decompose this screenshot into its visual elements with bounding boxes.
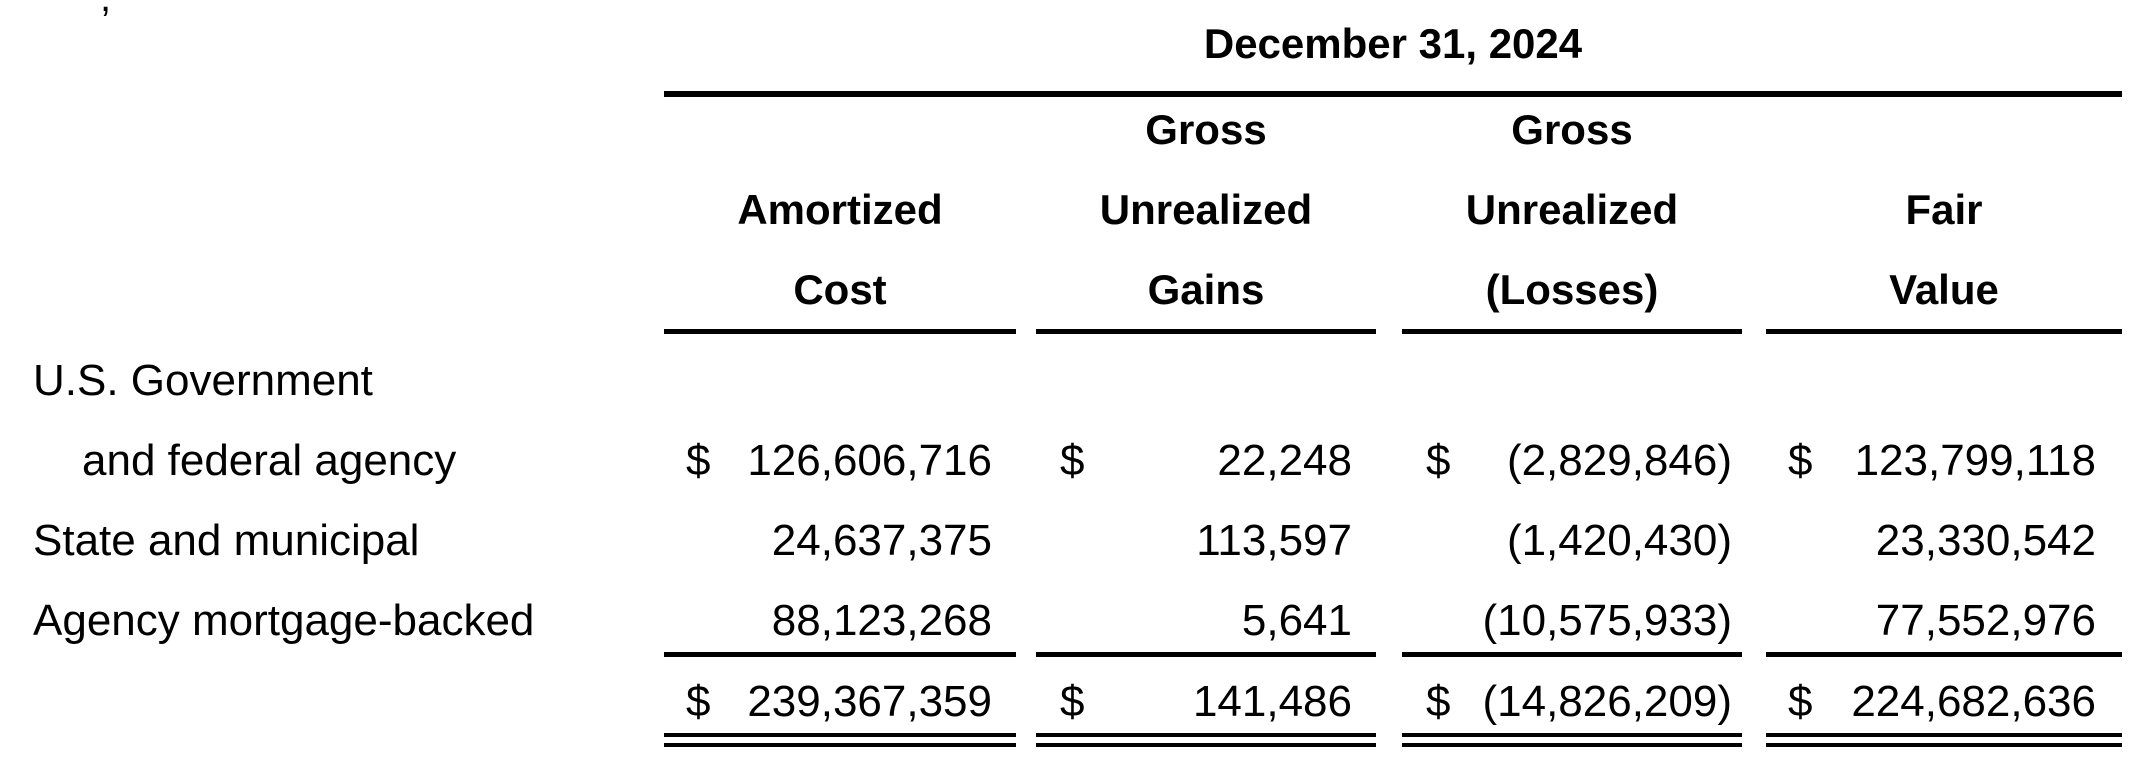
- currency-symbol: $: [1426, 436, 1451, 485]
- column-header-line: Fair: [1905, 186, 1983, 233]
- currency-symbol: $: [1060, 436, 1085, 485]
- row-label-us-government: U.S. Government: [33, 356, 373, 405]
- column-header-line: Gross: [1145, 106, 1267, 153]
- cell-fair-value: 23,330,542: [1875, 516, 2096, 565]
- column-header-amortized-cost: Amortized Cost: [664, 96, 1016, 330]
- column-header-line: Unrealized: [1099, 186, 1313, 233]
- currency-symbol: $: [1788, 677, 1813, 726]
- period-heading: December 31, 2024: [1203, 20, 1583, 67]
- cell-gross-unrealized-gains: 5,641: [1241, 596, 1352, 645]
- total-fair-value: 224,682,636: [1851, 677, 2096, 726]
- total-double-rule: [664, 733, 1016, 737]
- cell-gross-unrealized-gains: 22,248: [1217, 436, 1352, 485]
- subtotal-rule: [1402, 652, 1742, 657]
- cell-gross-unrealized-losses: (1,420,430): [1506, 516, 1732, 565]
- cell-fair-value: 77,552,976: [1875, 596, 2096, 645]
- total-amortized-cost: 239,367,359: [747, 677, 992, 726]
- total-double-rule: [1402, 743, 1742, 747]
- column-header-fair-value: Fair Value: [1766, 96, 2122, 330]
- total-double-rule: [1766, 733, 2122, 737]
- column-header-rule: [1036, 329, 1376, 334]
- column-header-rule: [1402, 329, 1742, 334]
- currency-symbol: $: [1426, 677, 1451, 726]
- subtotal-rule: [664, 652, 1016, 657]
- cell-gross-unrealized-losses: (10,575,933): [1482, 596, 1732, 645]
- cell-amortized-cost: 88,123,268: [771, 596, 992, 645]
- row-label-state-municipal: State and municipal: [33, 516, 420, 565]
- total-double-rule: [1036, 733, 1376, 737]
- total-gross-unrealized-losses: (14,826,209): [1482, 677, 1732, 726]
- subtotal-rule: [1766, 652, 2122, 657]
- total-gross-unrealized-gains: 141,486: [1192, 677, 1352, 726]
- total-double-rule: [1036, 743, 1376, 747]
- column-header-line: Cost: [793, 266, 887, 313]
- cell-amortized-cost: 126,606,716: [747, 436, 992, 485]
- column-header-gross-unrealized-gains: Gross Unrealized Gains: [1036, 96, 1376, 330]
- column-header-gross-unrealized-losses: Gross Unrealized (Losses): [1402, 96, 1742, 330]
- row-label-us-government-continued: and federal agency: [82, 436, 457, 485]
- total-double-rule: [1402, 733, 1742, 737]
- subtotal-rule: [1036, 652, 1376, 657]
- column-header-rule: [1766, 329, 2122, 334]
- currency-symbol: $: [1060, 677, 1085, 726]
- column-header-line: Gains: [1147, 266, 1265, 313]
- currency-symbol: $: [686, 677, 711, 726]
- currency-symbol: $: [686, 436, 711, 485]
- column-header-line: Gross: [1511, 106, 1633, 153]
- period-heading-rule: [664, 91, 2122, 97]
- column-header-line: Amortized: [737, 186, 943, 233]
- cell-amortized-cost: 24,637,375: [771, 516, 992, 565]
- column-header-line: Value: [1889, 266, 1999, 313]
- total-double-rule: [1766, 743, 2122, 747]
- column-header-rule: [664, 329, 1016, 334]
- cell-fair-value: 123,799,118: [1854, 436, 2096, 485]
- cell-gross-unrealized-losses: (2,829,846): [1506, 436, 1732, 485]
- column-header-line: Unrealized: [1465, 186, 1679, 233]
- currency-symbol: $: [1788, 436, 1813, 485]
- row-label-agency-mortgage-backed: Agency mortgage-backed: [33, 596, 535, 645]
- total-double-rule: [664, 743, 1016, 747]
- column-header-line: (Losses): [1485, 266, 1659, 313]
- cell-gross-unrealized-gains: 113,597: [1196, 516, 1352, 565]
